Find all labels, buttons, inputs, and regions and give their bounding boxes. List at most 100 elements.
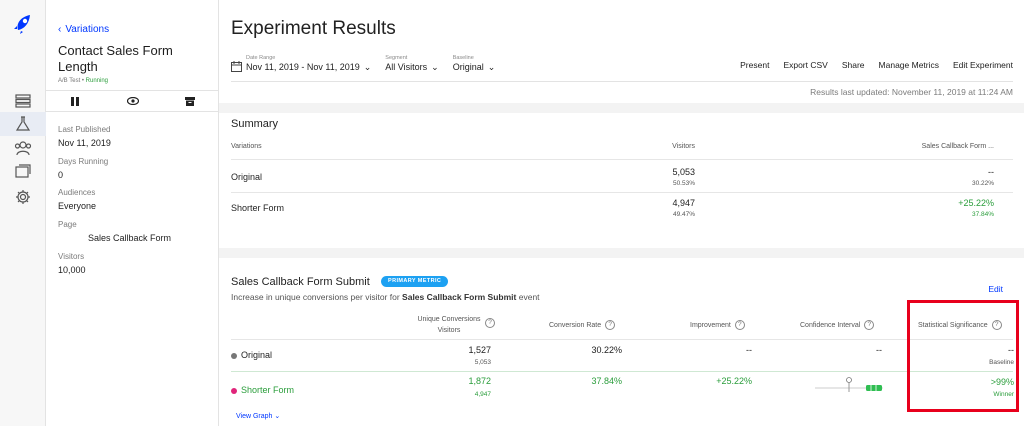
audiences-icon[interactable] xyxy=(0,136,46,160)
header-divider xyxy=(231,81,1013,82)
header-rate-label: Conversion Rate xyxy=(549,321,602,329)
significance-label: Winner xyxy=(993,391,1014,398)
field-value: 0 xyxy=(58,170,64,180)
chevron-down-icon: ⌄ xyxy=(274,413,281,420)
summary-visitors-pct: 50.53% xyxy=(672,180,695,187)
header-improvement: Improvement? xyxy=(690,320,745,330)
header-unique-line2: Visitors xyxy=(437,327,461,334)
export-csv-link[interactable]: Export CSV xyxy=(783,60,828,70)
summary-header-visitors: Visitors xyxy=(672,143,695,150)
logo-icon[interactable] xyxy=(12,12,34,36)
header-statistical-significance: Statistical Significance? xyxy=(918,320,1002,330)
eye-icon xyxy=(126,97,139,105)
nav-rail xyxy=(0,0,46,426)
summary-metric-value: -- xyxy=(988,167,994,177)
primary-metric-badge: PRIMARY METRIC xyxy=(381,276,449,287)
row-divider xyxy=(231,192,1013,193)
header-unique-conversions: Unique Conversions Visitors xyxy=(399,314,499,336)
field-value: Everyone xyxy=(58,201,97,211)
help-icon[interactable]: ? xyxy=(864,320,875,330)
back-label: Variations xyxy=(65,24,110,35)
header-improvement-label: Improvement xyxy=(690,321,731,329)
edit-experiment-link[interactable]: Edit Experiment xyxy=(953,60,1013,70)
manage-metrics-link[interactable]: Manage Metrics xyxy=(878,60,939,70)
back-to-variations-link[interactable]: ‹ Variations xyxy=(58,24,109,35)
row-divider xyxy=(231,371,1013,372)
baseline-selector[interactable]: Baseline Original ⌄ xyxy=(453,55,496,72)
flask-icon[interactable] xyxy=(0,112,46,136)
experiment-title: Contact Sales Form Length xyxy=(58,43,173,74)
improvement-value: -- xyxy=(746,345,752,355)
help-icon[interactable]: ? xyxy=(991,320,1002,330)
conversion-rate: 37.84% xyxy=(591,376,622,386)
header-significance-label: Statistical Significance xyxy=(918,321,988,329)
variation-name: Shorter Form xyxy=(241,385,295,395)
summary-header-variations: Variations xyxy=(231,143,262,150)
chevron-down-icon: ⌄ xyxy=(431,62,439,72)
results-main: Experiment Results Date Range Nov 11, 20… xyxy=(219,0,1024,426)
summary-variation-name: Original xyxy=(231,172,263,182)
pages-icon[interactable] xyxy=(0,159,46,183)
summary-visitors: 4,947 xyxy=(672,198,695,208)
results-filters: Date Range Nov 11, 2019 - Nov 11, 2019 ⌄… xyxy=(231,55,495,72)
preview-button[interactable] xyxy=(104,91,162,111)
confidence-interval: -- xyxy=(876,345,882,355)
pause-button[interactable] xyxy=(46,91,104,111)
variation-name: Original xyxy=(241,350,273,360)
edit-metric-link[interactable]: Edit xyxy=(988,284,1003,294)
baseline-caption: Baseline xyxy=(452,55,474,61)
metric-desc-name: Sales Callback Form Submit xyxy=(402,292,517,302)
date-range-value: Nov 11, 2019 - Nov 11, 2019 xyxy=(246,62,360,72)
variation-color-dot xyxy=(231,352,237,359)
chevron-left-icon: ‹ xyxy=(58,24,62,35)
field-label: Days Running xyxy=(58,157,109,166)
metric-desc-prefix: Increase in unique conversions per visit… xyxy=(231,292,400,302)
variation-shorter-form: Shorter Form xyxy=(231,385,294,395)
segment-selector[interactable]: Segment All Visitors ⌄ xyxy=(385,55,438,72)
metric-title: Sales Callback Form Submit xyxy=(231,276,370,288)
date-range-selector[interactable]: Date Range Nov 11, 2019 - Nov 11, 2019 ⌄ xyxy=(231,55,371,72)
section-divider xyxy=(219,103,1024,113)
experiment-type: A/B Test xyxy=(58,78,81,84)
visitors-field: Visitors 10,000 xyxy=(58,252,86,275)
status-badge: Running xyxy=(85,78,109,84)
summary-variation-name: Shorter Form xyxy=(231,203,285,213)
unique-conversions: 1,872 xyxy=(468,376,491,386)
field-value: 10,000 xyxy=(58,265,86,275)
settings-icon[interactable] xyxy=(0,185,46,209)
share-link[interactable]: Share xyxy=(841,60,865,70)
field-label: Page xyxy=(58,220,77,229)
improvement-value: +25.22% xyxy=(716,376,752,386)
segment-value: All Visitors xyxy=(385,62,428,72)
header-confidence-interval: Confidence Interval? xyxy=(800,320,875,330)
metric-description: Increase in unique conversions per visit… xyxy=(231,292,540,302)
help-icon[interactable]: ? xyxy=(485,318,495,328)
field-value: Nov 11, 2019 xyxy=(58,138,111,148)
header-confidence-label: Confidence Interval xyxy=(800,321,861,329)
summary-header-metric: Sales Callback Form ... xyxy=(921,143,994,150)
significance-value: >99% xyxy=(990,377,1014,387)
help-icon[interactable]: ? xyxy=(734,320,745,330)
conversion-rate: 30.22% xyxy=(591,345,622,355)
header-actions: Present Export CSV Share Manage Metrics … xyxy=(740,60,1013,70)
field-label: Last Published xyxy=(58,125,111,134)
summary-visitors: 5,053 xyxy=(672,167,695,177)
summary-title: Summary xyxy=(231,118,279,130)
view-graph-link[interactable]: View Graph ⌄ xyxy=(236,412,280,420)
header-unique-line1: Unique Conversions xyxy=(417,316,481,323)
row-divider xyxy=(231,339,1013,340)
archive-button[interactable] xyxy=(161,91,219,111)
list-icon[interactable] xyxy=(0,89,46,113)
calendar-icon xyxy=(231,61,242,72)
variation-visitors: 5,053 xyxy=(474,359,491,366)
pause-icon xyxy=(70,96,79,106)
page-field: Page Sales Callback Form xyxy=(58,220,171,243)
row-divider xyxy=(231,159,1013,160)
present-link[interactable]: Present xyxy=(740,60,770,70)
page-title: Experiment Results xyxy=(231,18,396,39)
variation-original: Original xyxy=(231,350,272,360)
segment-caption: Segment xyxy=(385,55,408,61)
section-divider xyxy=(219,248,1024,258)
help-icon[interactable]: ? xyxy=(605,320,616,330)
date-range-caption: Date Range xyxy=(246,55,276,61)
